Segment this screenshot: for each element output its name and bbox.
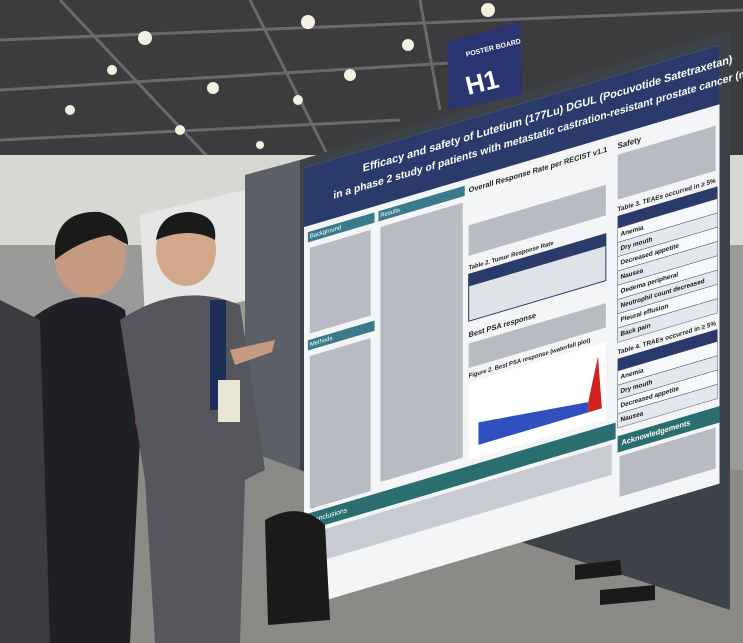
poster-board-sign: POSTER BOARD H1 [447, 22, 522, 110]
person-left [30, 211, 157, 643]
poster-header [304, 45, 720, 228]
backpack [265, 511, 330, 625]
table-header [617, 186, 718, 229]
section-bar [617, 406, 720, 453]
section-bar [378, 185, 465, 222]
waterfall-bars [478, 402, 589, 445]
poster-body-text [468, 303, 606, 369]
board-frame [245, 160, 300, 470]
ceiling-lights [65, 3, 495, 149]
poster-body-text [619, 427, 716, 497]
poster-body-text [307, 444, 612, 565]
poster-body-text [309, 184, 606, 509]
section-bar [307, 212, 375, 243]
sign-panel [447, 22, 522, 110]
shoes [575, 560, 655, 605]
waterfall-bars [588, 356, 602, 413]
table-row [617, 383, 718, 429]
section-bar [304, 422, 616, 532]
person-edge [0, 300, 50, 643]
section-bar [307, 320, 375, 351]
table-header [617, 329, 718, 371]
table-row [617, 298, 718, 343]
ceiling-trusses [0, 0, 743, 172]
person-center [120, 212, 275, 643]
poster-body-text [617, 125, 716, 200]
table-header [468, 233, 606, 287]
